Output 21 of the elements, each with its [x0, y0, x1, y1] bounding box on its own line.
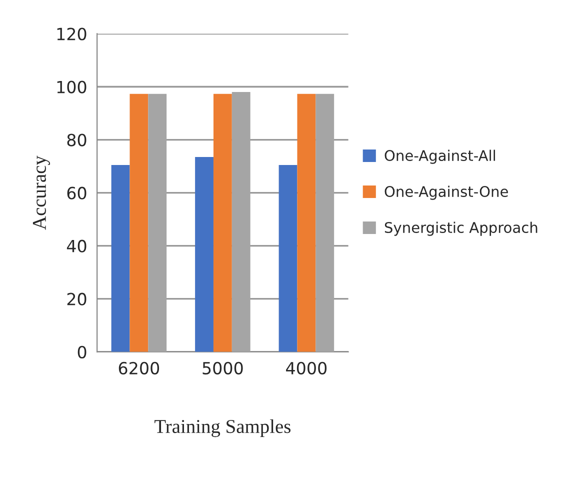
x-tick-label: 4000	[286, 362, 327, 374]
y-axis-title: Accuracy	[32, 156, 50, 230]
bar	[213, 94, 232, 352]
y-tick-label: 100	[57, 80, 86, 94]
x-axis-title: Training Samples	[154, 419, 290, 438]
legend-label: One-Against-One	[384, 186, 508, 200]
legend-label: Synergistic Approach	[384, 222, 538, 236]
bar	[111, 164, 130, 352]
y-tick-label: 60	[67, 186, 86, 200]
x-tick-label: 6200	[118, 362, 160, 374]
y-tick-label: 20	[67, 292, 86, 306]
bar	[297, 94, 316, 352]
legend-label: One-Against-All	[384, 150, 496, 164]
y-tick-label: 40	[66, 240, 86, 252]
bar	[130, 94, 148, 352]
y-tick-label: 80	[67, 134, 86, 146]
bar	[195, 157, 214, 352]
y-tick-label: 0	[78, 346, 86, 358]
bar	[278, 164, 298, 352]
x-tick-label: 5000	[202, 362, 243, 374]
y-tick-label: 120	[57, 28, 86, 40]
